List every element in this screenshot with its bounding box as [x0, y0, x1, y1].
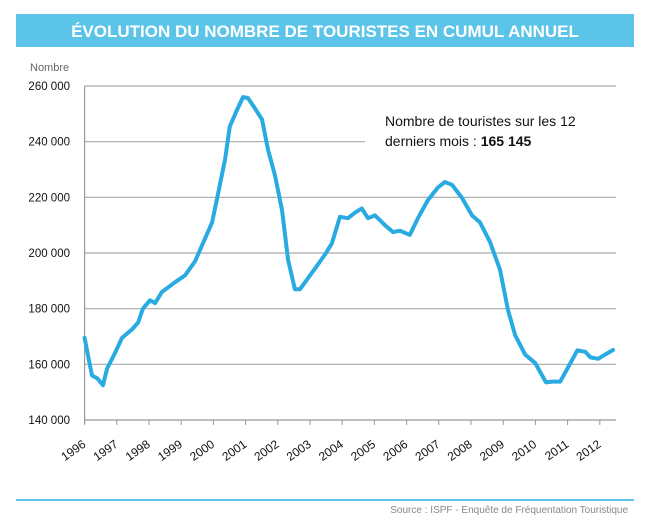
x-tick-label: 2000 — [187, 437, 217, 464]
y-tick-label: 200 000 — [28, 248, 70, 260]
series-line — [82, 95, 615, 388]
x-tick-label: 1999 — [155, 437, 185, 464]
x-tick-label: 2006 — [380, 437, 410, 464]
x-tick-label: 2007 — [413, 437, 443, 464]
x-tick-label: 2001 — [219, 437, 249, 464]
y-axis-label: Nombre — [30, 62, 69, 74]
y-tick-label: 180 000 — [28, 304, 70, 316]
y-tick-label: 160 000 — [28, 359, 70, 371]
x-tick-label: 2005 — [348, 437, 378, 464]
x-tick-label: 2012 — [574, 437, 604, 464]
x-tick-label: 2008 — [445, 437, 475, 464]
annotation-label: derniers mois : — [385, 133, 481, 149]
x-tick-label: 2004 — [316, 437, 346, 464]
annotation-value: 165 145 — [481, 133, 532, 149]
x-tick-label: 2010 — [509, 437, 539, 464]
source-note: Source : ISPF - Enquête de Fréquentation… — [390, 505, 628, 516]
annotation-line1: Nombre de touristes sur les 12 — [385, 113, 576, 129]
x-tick-label: 2009 — [477, 437, 507, 464]
x-tick-label: 2002 — [252, 437, 282, 464]
x-tick-label: 1997 — [91, 437, 121, 464]
y-tick-label: 220 000 — [28, 192, 70, 204]
title-bar — [16, 14, 634, 47]
x-tick-label: 1998 — [123, 437, 153, 464]
y-tick-labels: 140 000 160 000 180 000 200 000 220 000 240 0… — [28, 81, 70, 427]
y-tick-label: 240 000 — [28, 137, 70, 149]
x-tick-label: 1996 — [58, 437, 88, 464]
x-tick-label: 2011 — [542, 437, 571, 463]
chart-title: ÉVOLUTION DU NOMBRE DE TOURISTES EN CUMU… — [71, 22, 579, 41]
x-tick-label: 2003 — [284, 437, 314, 464]
x-tick-labels: 1996 1997 1998 1999 2000 2001 2002 2003 2004 2005… — [58, 437, 603, 464]
y-tick-label: 260 000 — [28, 81, 70, 93]
gridlines — [83, 85, 616, 425]
y-tick-label: 140 000 — [28, 415, 70, 427]
annotation-line2: derniers mois : 165 145 — [385, 133, 532, 149]
